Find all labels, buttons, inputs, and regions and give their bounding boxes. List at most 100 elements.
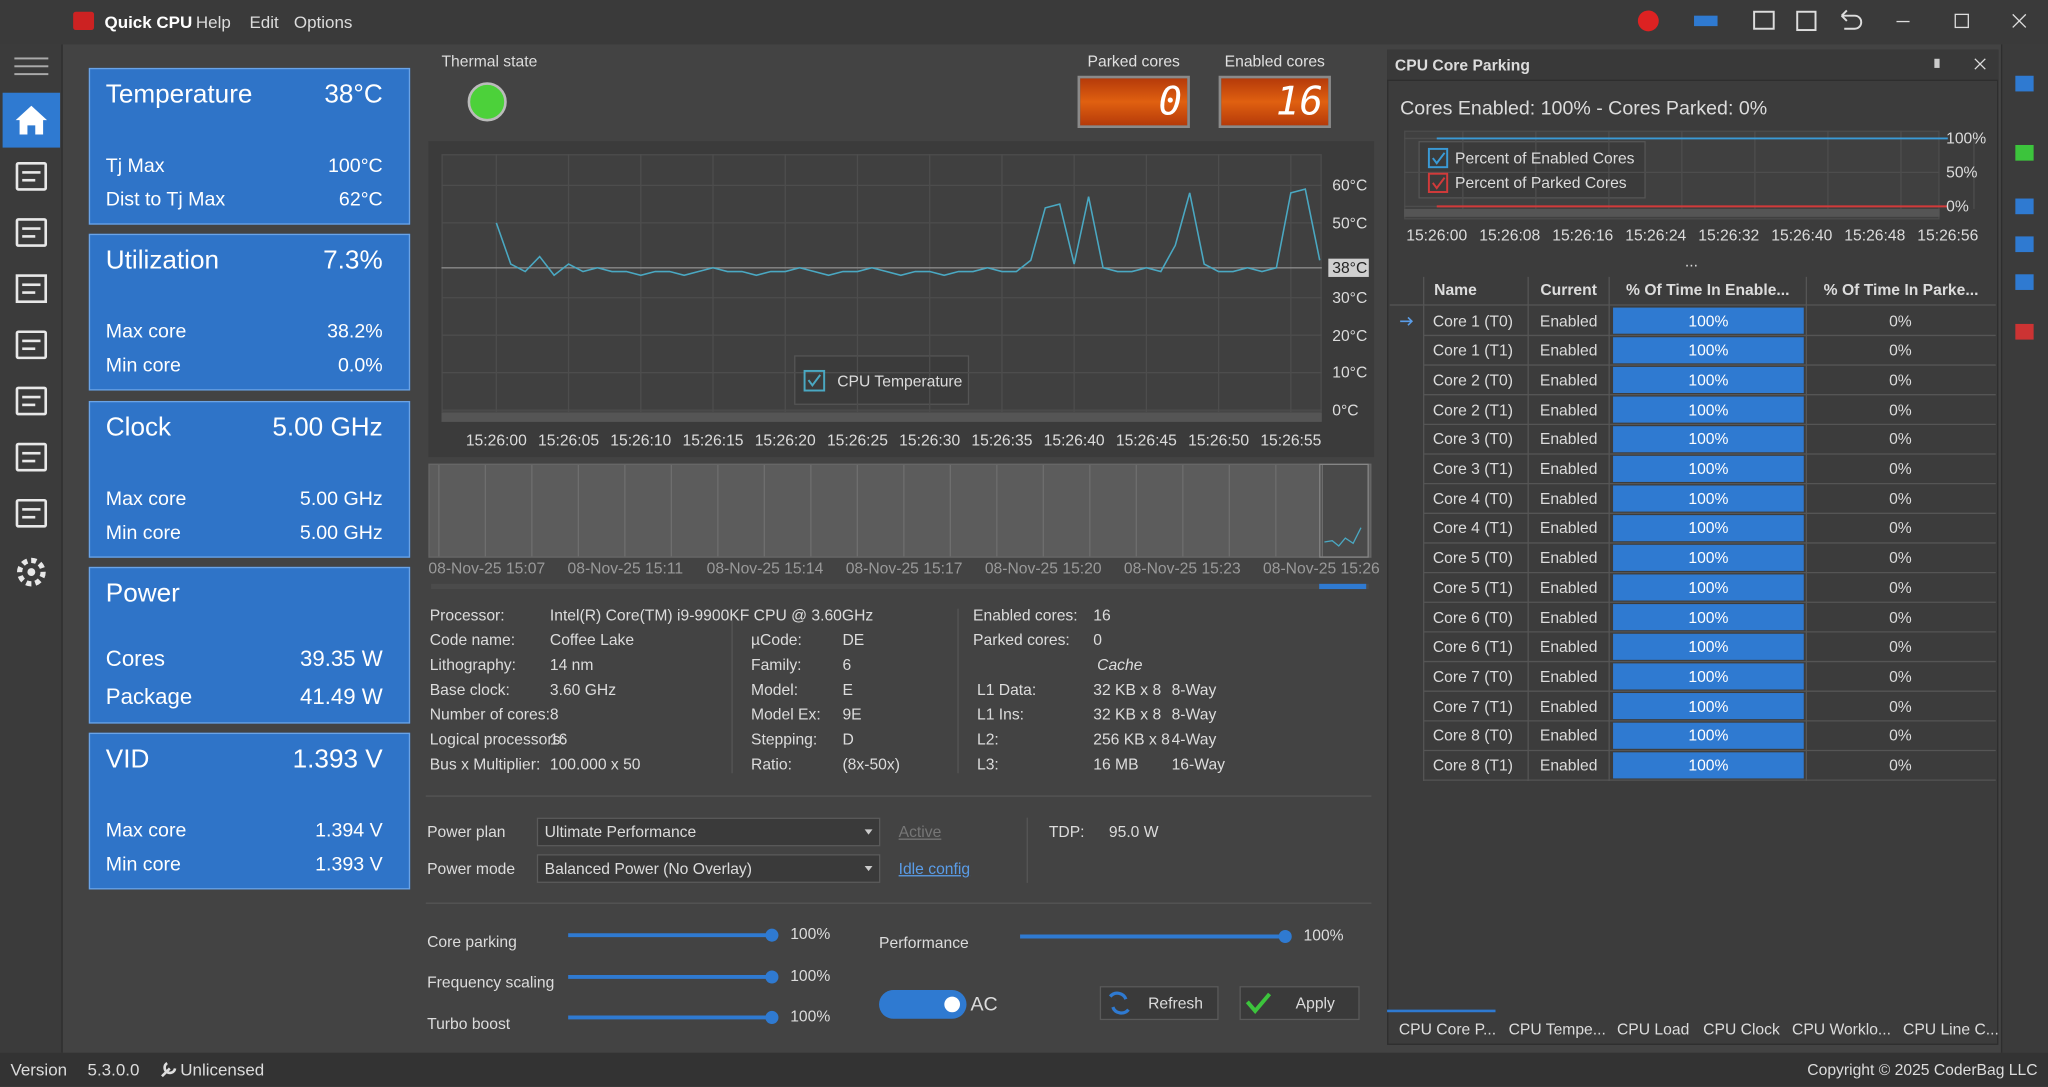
tile-row-value: 5.00 GHz [299,487,383,510]
enabled-percent: 100% [1688,756,1729,775]
counter-value: 0 [1158,79,1183,125]
tile-row-value: 1.393 V [315,853,383,876]
core-state: Enabled [1539,607,1598,627]
tile-row-value: 39.35 W [299,646,383,672]
section-separator [1026,817,1028,883]
column-header[interactable]: Name [1434,280,1477,300]
enabled-percent: 100% [1688,607,1729,627]
tab[interactable]: CPU Load [1616,1020,1690,1039]
enabled-percent: 100% [1688,637,1729,656]
version-value: 5.3.0.0 [87,1059,140,1080]
x-tick-label: 15:26:24 [1625,225,1687,245]
info-value: 100.000 x 50 [549,754,641,774]
tile-value: 1.393 V [292,745,383,775]
power-plan-label: Power plan [427,822,506,842]
power-plan-value[interactable]: Ultimate Performance [544,822,697,842]
menu-item[interactable]: Help [195,12,231,32]
tile-row-value: 62°C [338,188,383,211]
tab[interactable]: CPU Line C... [1903,1020,1999,1039]
tab[interactable]: CPU Core P... [1398,1020,1497,1039]
info-value: 8 [549,705,559,724]
core-name: Core 8 (T1) [1432,756,1513,775]
toggle-label: AC [970,993,998,1016]
active-label: Active [898,822,942,842]
metric-tile[interactable] [88,732,411,890]
x-tick-label: 15:26:25 [826,431,888,450]
legend-label: Percent of Enabled Cores [1455,148,1635,168]
menu-item[interactable]: Options [293,12,353,32]
parked-percent: 0% [1889,637,1912,656]
column-header[interactable]: Current [1540,280,1597,300]
metric-tile[interactable] [88,566,411,724]
parking-legend [1418,141,1646,199]
tile-row-label: Min core [105,354,181,378]
metric-tile[interactable] [88,67,411,225]
column-header[interactable]: % Of Time In Parke... [1823,280,1979,300]
tab[interactable]: CPU Worklo... [1791,1020,1891,1039]
tile-row-label: Max core [105,321,187,344]
counter-label: Parked cores [1087,52,1180,71]
menu-item[interactable]: Edit [249,12,279,32]
core-name: Core 2 (T0) [1432,370,1513,390]
tab[interactable]: CPU Tempe... [1508,1020,1606,1039]
info-label: Logical processors: [429,730,565,749]
slider-thumb[interactable] [1278,929,1292,944]
core-state: Enabled [1539,578,1598,597]
info-value: 14 nm [549,655,594,674]
slider-value: 100% [1303,926,1344,945]
info-value: 3.60 GHz [549,680,617,699]
power-mode-dropdown[interactable] [536,854,881,883]
parked-percent: 0% [1889,489,1912,508]
info-label: Model: [751,680,799,699]
x-tick-label: 15:26:08 [1479,225,1541,245]
tab[interactable]: CPU Clock [1703,1020,1780,1039]
info-value: Coffee Lake [549,630,635,650]
cache-size: 32 KB x 8 [1093,680,1162,699]
power-plan-dropdown[interactable] [536,817,881,847]
chart-scrollbar [441,412,1322,422]
version-label: Version [10,1059,68,1080]
toggle-knob [944,996,960,1013]
button-label[interactable]: Refresh [1148,993,1203,1013]
thermal-state-label: Thermal state [441,52,538,71]
info-value: D [842,730,854,749]
metric-tile[interactable] [88,400,411,558]
counter-display [1077,75,1190,128]
cache-ways: 8-Way [1171,680,1217,699]
slider-thumb[interactable] [765,1010,779,1024]
metric-tile[interactable] [88,234,411,391]
tile-row-value: 0.0% [338,354,383,378]
x-tick-label: 15:26:15 [682,431,744,450]
info-value: 16 [549,730,568,749]
license-label: Unlicensed [180,1059,265,1080]
tile-value: 38°C [324,80,383,110]
column-header[interactable]: % Of Time In Enable... [1626,280,1790,300]
current-value-label: 38°C [1332,258,1368,277]
tile-value: 7.3% [323,246,383,276]
copyright: Copyright © 2025 CoderBag LLC [1807,1060,2038,1079]
core-name: Core 8 (T0) [1432,726,1513,745]
enabled-percent: 100% [1688,341,1729,360]
idle-config-link[interactable]: Idle config [898,859,971,878]
enabled-percent: 100% [1688,459,1729,479]
tile-row-label: Cores [105,646,166,672]
info-label: Lithography: [429,655,516,674]
enabled-percent: 100% [1688,667,1729,686]
parked-percent: 0% [1889,607,1912,627]
tile-row-value: 1.394 V [315,819,383,843]
timeline-label: 08-Nov-25 15:26 [1263,559,1380,578]
tdp-label: TDP: [1048,822,1085,842]
parked-percent: 0% [1889,578,1912,597]
timeline-label: 08-Nov-25 15:17 [845,559,963,578]
tile-row-label: Max core [105,487,187,510]
power-mode-value[interactable]: Balanced Power (No Overlay) [544,859,752,878]
more-indicator: ... [1684,252,1698,271]
x-tick-label: 15:26:45 [1115,431,1177,450]
cache-label: L1 Data: [976,680,1037,699]
core-name: Core 1 (T1) [1432,341,1513,360]
slider-thumb[interactable] [765,970,779,984]
slider-thumb[interactable] [765,928,779,942]
y-tick-label: 50% [1946,163,1978,182]
button-label[interactable]: Apply [1295,993,1335,1013]
